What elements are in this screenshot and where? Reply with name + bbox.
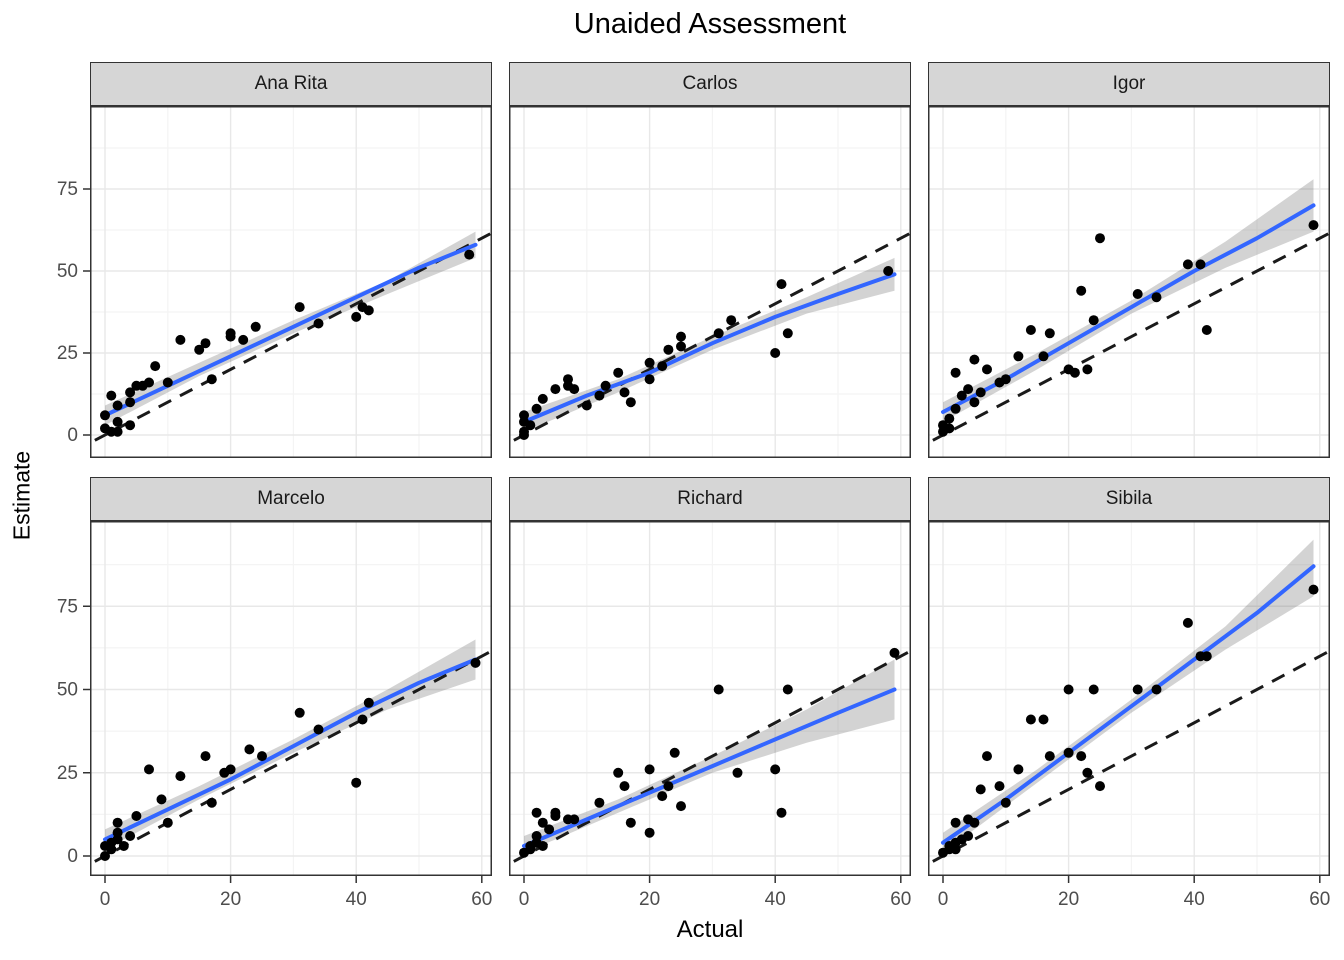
facet-marcelo: Marcelo 0 25 50 75 0 20 40 60: [57, 477, 492, 910]
facet-igor: Igor: [928, 62, 1330, 458]
panel-background: [90, 521, 492, 876]
identity-line: [509, 231, 911, 445]
facet-panel: [928, 106, 1330, 458]
y-axis-title: Estimate: [8, 450, 35, 541]
data-points: [938, 220, 1319, 437]
facet-strip-label: Ana Rita: [254, 73, 328, 94]
facet-strip: Marcelo: [90, 477, 492, 521]
y-tick-label: 25: [57, 763, 78, 784]
x-tick-label: 20: [1058, 889, 1079, 910]
identity-line: [90, 649, 492, 866]
y-tick-label: 50: [57, 680, 78, 701]
facet-strip: Richard: [509, 477, 911, 521]
confidence-ribbon: [943, 539, 1314, 853]
facet-panel: 0 20 40 60: [509, 521, 911, 910]
confidence-ribbon: [524, 659, 895, 853]
facet-strip-label: Igor: [1112, 73, 1146, 94]
y-tick-label: 75: [57, 179, 78, 200]
panel-background: [90, 106, 492, 458]
identity-line: [928, 649, 1330, 866]
panel-border: [90, 106, 492, 458]
smooth-line: [522, 687, 897, 848]
x-tick-label: 0: [938, 889, 949, 910]
facet-panel: 0 25 50 75 0 20 40 60: [57, 521, 492, 910]
x-tick-label: 40: [346, 889, 367, 910]
plot-title: Unaided Assessment: [573, 8, 847, 40]
facet-strip: Igor: [928, 62, 1330, 106]
data-points: [938, 584, 1319, 858]
x-tick-label: 60: [890, 889, 911, 910]
facet-strip-label: Carlos: [682, 73, 738, 94]
panel-background: [928, 521, 1330, 876]
smooth-line: [522, 272, 897, 424]
data-points: [519, 266, 894, 440]
facet-panel: 0 25 50 75: [57, 106, 492, 458]
x-tick-label: 0: [100, 889, 111, 910]
panel-border: [928, 521, 1330, 876]
data-points: [100, 657, 481, 861]
facet-richard: Richard 0 20 40 60: [509, 477, 911, 910]
y-tick-label: 75: [57, 596, 78, 617]
facet-panel: [509, 106, 911, 458]
facet-carlos: Carlos: [509, 62, 911, 458]
x-tick-label: 60: [471, 889, 492, 910]
facet-strip: Sibila: [928, 477, 1330, 521]
identity-line: [928, 231, 1330, 445]
data-points: [519, 647, 900, 858]
panel-border: [509, 521, 911, 876]
facet-strip: Carlos: [509, 62, 911, 106]
x-tick-label: 20: [220, 889, 241, 910]
y-tick-label: 0: [67, 425, 78, 446]
facet-sibila: Sibila 0 20 40 60: [928, 477, 1330, 910]
facet-panel: 0 20 40 60: [928, 521, 1330, 910]
x-tick-label: 0: [519, 889, 530, 910]
x-tick-label: 40: [1184, 889, 1205, 910]
x-tick-label: 20: [639, 889, 660, 910]
y-tick-label: 50: [57, 261, 78, 282]
identity-line: [509, 649, 911, 866]
x-tick-label: 40: [765, 889, 786, 910]
y-tick-label: 0: [67, 846, 78, 867]
smooth-line: [103, 657, 478, 842]
panel-border: [509, 106, 911, 458]
data-points: [100, 249, 475, 437]
x-tick-label: 60: [1309, 889, 1330, 910]
x-axis-title: Actual: [676, 916, 744, 943]
facet-strip-label: Richard: [677, 488, 743, 509]
facet-strip-label: Sibila: [1105, 488, 1153, 509]
facet-strip: Ana Rita: [90, 62, 492, 106]
facet-ana-rita: Ana Rita 0 25 50 75: [57, 62, 492, 458]
panel-background: [928, 106, 1330, 458]
facet-strip-label: Marcelo: [257, 488, 325, 509]
y-tick-label: 25: [57, 343, 78, 364]
panel-border: [928, 106, 1330, 458]
panel-border: [90, 521, 492, 876]
